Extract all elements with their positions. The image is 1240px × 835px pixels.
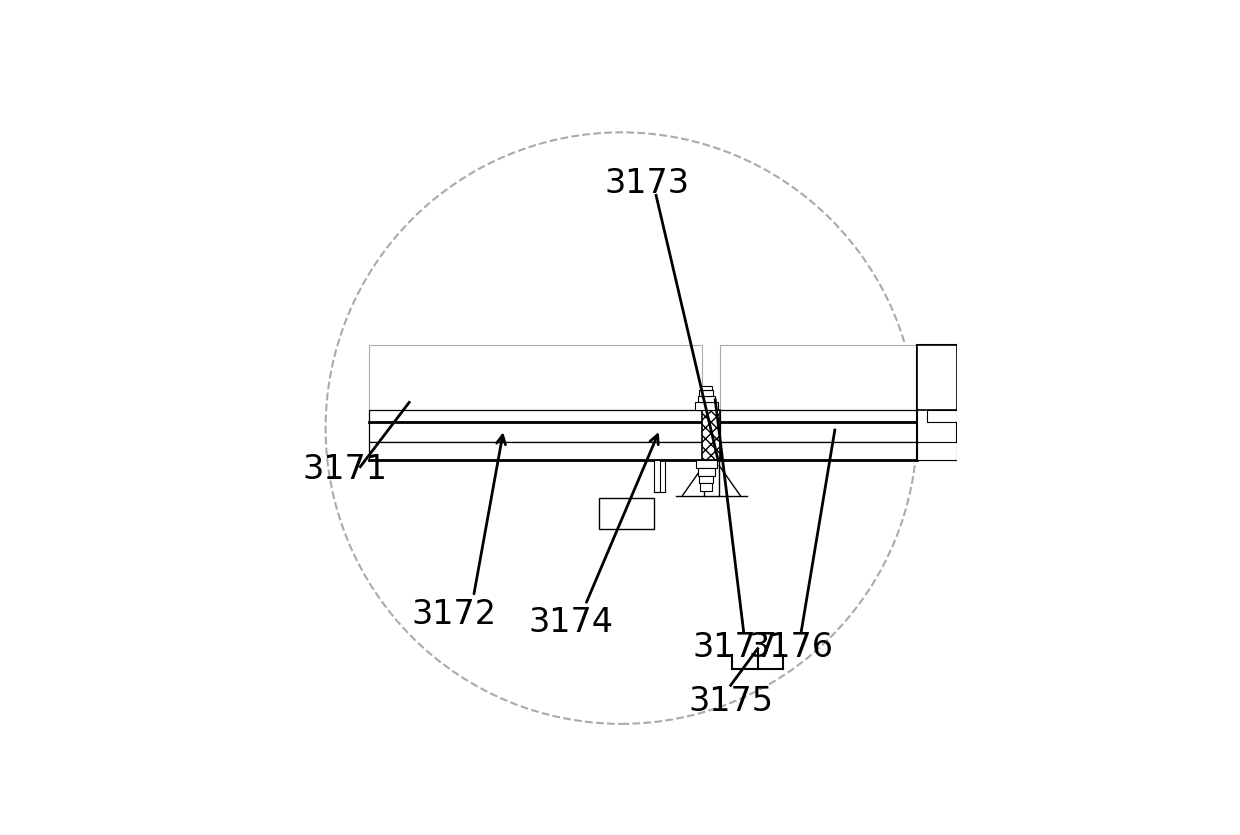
Bar: [702, 410, 720, 460]
Bar: [720, 443, 918, 460]
Bar: [696, 460, 717, 468]
Bar: [698, 468, 714, 476]
Bar: [694, 402, 718, 410]
Bar: [918, 443, 957, 460]
Bar: [701, 387, 712, 390]
Bar: [698, 396, 714, 402]
Bar: [368, 410, 702, 422]
Bar: [599, 498, 653, 529]
Bar: [720, 422, 918, 443]
Bar: [918, 345, 957, 460]
Bar: [701, 483, 712, 491]
Bar: [918, 345, 957, 410]
Text: 3175: 3175: [688, 685, 774, 718]
Bar: [368, 422, 702, 443]
Text: 3174: 3174: [528, 605, 614, 639]
Bar: [653, 460, 660, 493]
Bar: [720, 410, 918, 422]
Text: 3172: 3172: [412, 598, 497, 631]
Text: 3177: 3177: [693, 631, 777, 665]
Bar: [928, 410, 957, 422]
Bar: [368, 443, 702, 460]
Bar: [368, 345, 702, 410]
Text: 3173: 3173: [605, 167, 689, 200]
Text: 3176: 3176: [749, 631, 833, 665]
Bar: [699, 476, 713, 483]
Text: 3171: 3171: [303, 453, 387, 487]
Bar: [699, 390, 713, 396]
Bar: [720, 345, 918, 410]
